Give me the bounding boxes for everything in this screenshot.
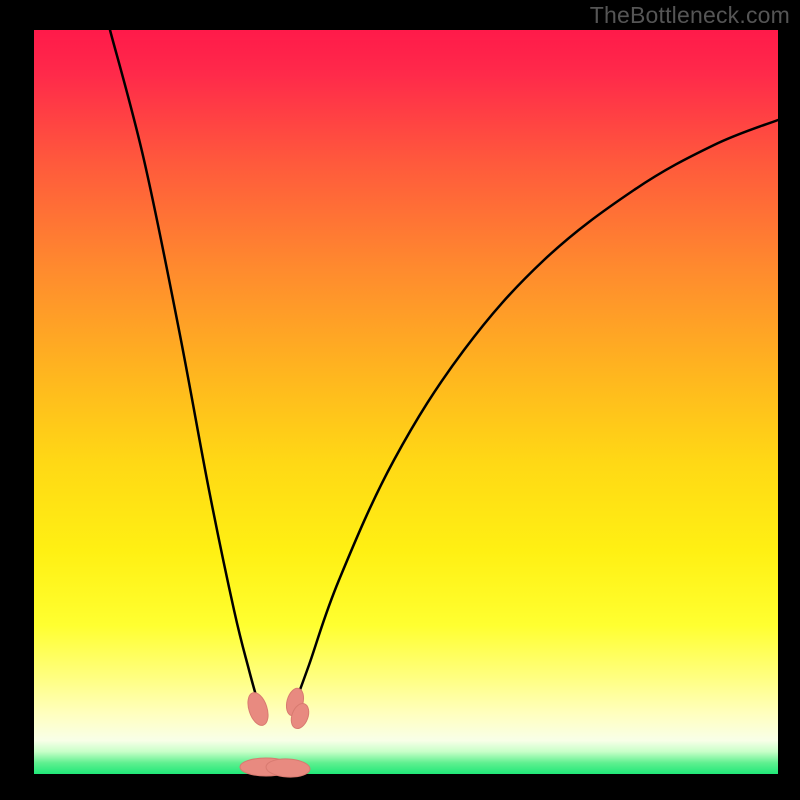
watermark-text: TheBottleneck.com <box>590 2 790 29</box>
curve-layer <box>34 30 778 774</box>
valley-markers <box>240 686 312 778</box>
right-curve <box>294 120 778 706</box>
left-curve <box>110 30 259 706</box>
valley-marker <box>244 690 272 728</box>
plot-area <box>34 30 778 774</box>
